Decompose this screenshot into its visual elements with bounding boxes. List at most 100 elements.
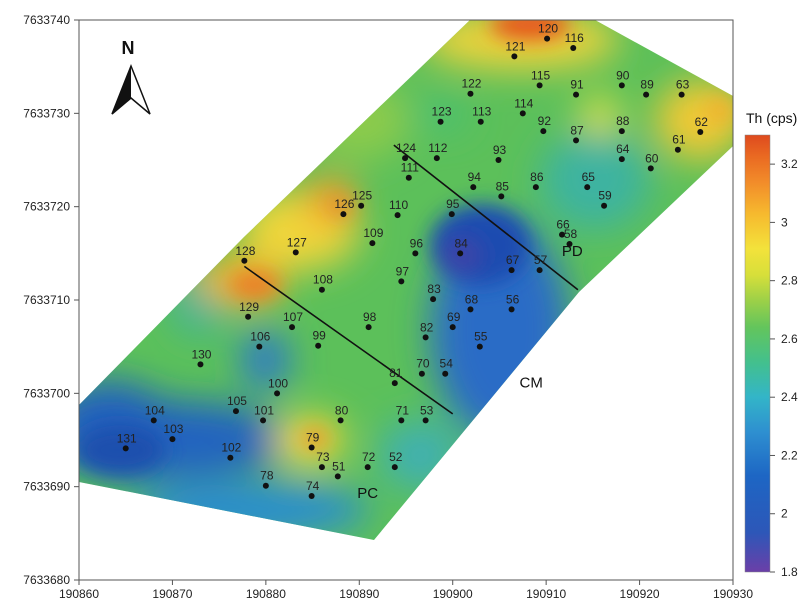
sample-point: 109 <box>363 226 384 247</box>
colorbar-tick-label: 2.8 <box>781 274 798 288</box>
zone-labels: PD CM PC <box>357 243 583 502</box>
sample-point: 127 <box>287 235 307 256</box>
sample-point: 84 <box>455 236 468 257</box>
sample-point: 97 <box>396 264 409 285</box>
sample-point-marker <box>169 436 176 443</box>
sample-point-marker <box>405 174 412 181</box>
sample-point-label: 59 <box>598 189 612 203</box>
sample-point: 102 <box>221 441 242 461</box>
sample-point: 93 <box>493 143 507 163</box>
zone-label-cm: CM <box>520 375 543 392</box>
sample-point-label: 101 <box>254 403 274 417</box>
sample-point-marker <box>292 249 299 256</box>
sample-point-marker <box>618 128 625 135</box>
sample-point-label: 92 <box>538 114 552 128</box>
sample-point: 129 <box>239 300 259 320</box>
sample-point-label: 64 <box>616 142 630 156</box>
sample-point-label: 107 <box>283 310 303 324</box>
sample-point-label: 113 <box>472 105 491 119</box>
sample-point-marker <box>241 257 248 264</box>
sample-point: 58 <box>564 227 577 247</box>
sample-point-label: 99 <box>312 329 326 343</box>
sample-point: 128 <box>235 244 256 264</box>
profile-line <box>243 265 454 415</box>
sample-point-label: 114 <box>514 96 533 110</box>
sample-point: 130 <box>191 347 212 368</box>
sample-point-marker <box>422 334 429 341</box>
y-tick-label: 7633710 <box>23 293 70 307</box>
sample-point: 78 <box>260 469 274 489</box>
sample-point: 121 <box>505 39 526 60</box>
sample-point-label: 69 <box>447 310 461 324</box>
sample-point-label: 96 <box>410 236 424 250</box>
sample-point: 74 <box>306 479 320 499</box>
sample-point-label: 90 <box>616 68 630 82</box>
sample-point-marker <box>674 146 681 153</box>
sample-point-label: 128 <box>235 244 255 258</box>
sample-point-label: 80 <box>335 403 349 417</box>
y-tick-label: 7633720 <box>23 200 70 214</box>
sample-point-label: 115 <box>531 68 550 82</box>
sample-point-marker <box>364 464 371 471</box>
sample-point: 61 <box>672 133 686 153</box>
sample-point-label: 103 <box>163 422 183 436</box>
y-axis: 7633740 7633730 7633720 7633710 7633700 76336… <box>23 13 79 587</box>
north-label: N <box>122 38 135 58</box>
sample-point: 122 <box>461 77 482 97</box>
sample-point-label: 56 <box>506 292 520 306</box>
sample-point: 125 <box>352 189 372 209</box>
sample-point-label: 63 <box>676 78 690 92</box>
sample-point: 72 <box>362 450 376 471</box>
sample-point-label: 111 <box>401 161 420 175</box>
sample-point: 98 <box>363 310 377 331</box>
sample-point-label: 95 <box>446 197 460 211</box>
sample-point-marker <box>678 91 685 98</box>
zone-label-pc: PC <box>357 485 378 502</box>
sample-point: 63 <box>676 78 690 98</box>
sample-point: 96 <box>410 236 424 257</box>
sample-point-marker <box>618 82 625 89</box>
sample-point-label: 83 <box>427 282 441 296</box>
sample-point: 107 <box>283 310 303 331</box>
sample-point-marker <box>536 82 543 89</box>
sample-point-label: 102 <box>221 441 241 455</box>
sample-point-marker <box>536 267 543 274</box>
sample-point-marker <box>477 118 484 125</box>
sample-points: 120 121 116 115 91 90 89 63 122 114 113 123 92 88 62 87… <box>117 22 708 499</box>
sample-point: 95 <box>446 197 460 218</box>
sample-point-marker <box>245 313 252 320</box>
colorbar-title: Th (cps) <box>746 110 797 126</box>
sample-point-marker <box>422 417 429 424</box>
sample-point-label: 93 <box>493 143 507 157</box>
sample-point: 66 <box>556 218 570 238</box>
sample-point-marker <box>508 267 515 274</box>
sample-point-marker <box>358 202 365 209</box>
sample-point-label: 124 <box>396 141 416 155</box>
sample-point-marker <box>430 296 437 303</box>
sample-point-label: 121 <box>505 39 525 53</box>
sample-point: 68 <box>465 292 479 313</box>
sample-point-label: 54 <box>440 357 454 371</box>
sample-point: 124 <box>396 141 416 162</box>
sample-point: 88 <box>616 114 630 135</box>
sample-point-label: 67 <box>506 253 520 267</box>
sample-point-label: 60 <box>645 151 659 165</box>
sample-point-label: 91 <box>570 78 584 92</box>
sample-point-marker <box>260 417 267 424</box>
sample-point-label: 98 <box>363 310 377 324</box>
sample-point: 56 <box>506 292 520 313</box>
sample-point-marker <box>573 91 580 98</box>
sample-point: 81 <box>389 366 403 387</box>
sample-point: 115 <box>531 68 550 89</box>
x-tick-label: 190910 <box>526 587 566 601</box>
sample-point-marker <box>495 157 502 163</box>
north-arrow: N <box>111 38 151 115</box>
sample-point: 52 <box>389 450 403 471</box>
sample-point-label: 74 <box>306 479 320 493</box>
colorbar-tick-label: 3.2 <box>781 157 798 171</box>
sample-point-marker <box>334 473 341 480</box>
sample-point: 94 <box>468 170 481 191</box>
sample-point-label: 68 <box>465 292 479 306</box>
x-axis: 190860 190870 190880 190890 190900 190910 1909… <box>59 580 753 601</box>
sample-point: 79 <box>306 430 320 451</box>
